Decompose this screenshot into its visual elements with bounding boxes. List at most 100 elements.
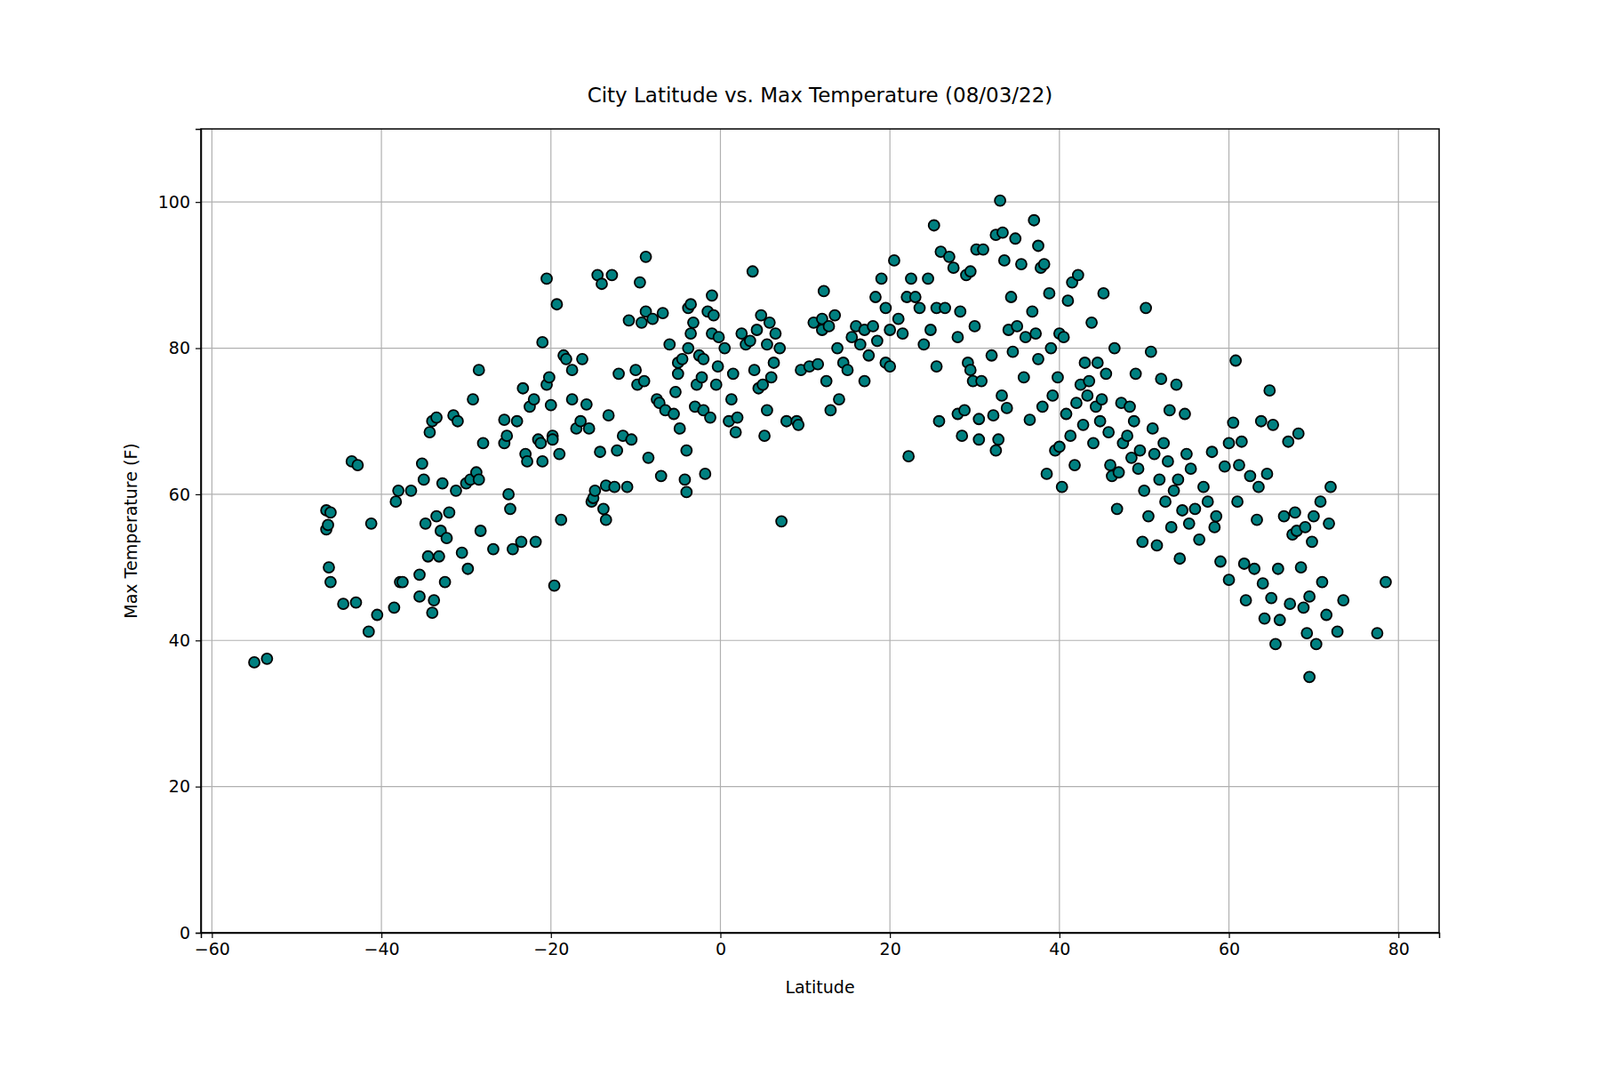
point: [880, 302, 891, 313]
point: [414, 591, 425, 602]
point: [1088, 437, 1099, 448]
point: [914, 302, 926, 313]
point: [977, 244, 989, 256]
point: [405, 485, 416, 496]
point: [1045, 343, 1056, 354]
point: [751, 324, 762, 336]
point: [933, 416, 944, 427]
point: [636, 317, 648, 328]
point: [1267, 419, 1279, 431]
point: [685, 298, 696, 310]
point: [397, 576, 408, 588]
point: [855, 338, 866, 350]
point: [1160, 496, 1171, 507]
point: [437, 478, 448, 489]
grid-line: [200, 347, 1440, 349]
point: [515, 536, 527, 547]
point: [589, 485, 600, 496]
point: [426, 607, 438, 618]
tick-label: 80: [168, 337, 191, 358]
tick-mark: [551, 932, 552, 938]
point: [608, 481, 620, 493]
point: [1259, 613, 1271, 624]
point: [761, 404, 773, 416]
point: [541, 272, 552, 284]
point: [1096, 393, 1108, 405]
point: [824, 320, 835, 332]
frame: [200, 128, 1440, 933]
point: [1062, 295, 1073, 306]
point: [1301, 627, 1312, 639]
grid-line: [200, 785, 1440, 787]
point: [759, 430, 770, 441]
point: [551, 298, 562, 310]
point: [1261, 468, 1272, 480]
point: [261, 653, 272, 664]
point: [704, 412, 716, 424]
point: [1233, 459, 1245, 471]
point: [325, 576, 336, 588]
tick-mark: [195, 494, 201, 496]
tick-label: 20: [880, 938, 902, 959]
point: [473, 364, 485, 376]
point: [530, 536, 542, 547]
point: [1316, 576, 1328, 588]
point: [872, 335, 883, 346]
grid-line: [211, 128, 213, 933]
point: [1124, 400, 1136, 412]
point: [1181, 448, 1192, 460]
point: [517, 383, 528, 394]
point: [1293, 428, 1304, 440]
point: [821, 376, 832, 387]
point: [467, 393, 479, 405]
point: [1304, 671, 1315, 682]
point: [948, 262, 960, 273]
point: [973, 413, 984, 424]
point: [696, 371, 707, 383]
point: [680, 445, 692, 456]
point: [1078, 419, 1089, 431]
point: [600, 514, 612, 526]
point: [433, 551, 445, 562]
point: [1272, 563, 1284, 575]
point: [512, 416, 523, 427]
point: [560, 353, 572, 365]
point: [475, 525, 487, 536]
point: [1069, 459, 1080, 471]
point: [680, 486, 692, 497]
point: [1284, 598, 1296, 609]
point: [640, 251, 652, 263]
point: [870, 291, 881, 303]
point: [456, 547, 468, 559]
point: [547, 433, 559, 445]
point: [1164, 404, 1176, 416]
x-tick: 0: [715, 932, 727, 959]
tick-mark: [889, 932, 891, 938]
point: [1170, 379, 1182, 391]
point: [954, 305, 966, 317]
point: [1224, 574, 1235, 585]
point: [1371, 627, 1383, 639]
point: [1016, 258, 1027, 270]
point: [876, 272, 888, 284]
point: [325, 506, 336, 518]
point: [999, 255, 1010, 266]
point: [488, 544, 499, 555]
point: [896, 328, 908, 339]
point: [925, 324, 936, 336]
point: [639, 376, 650, 387]
point: [352, 459, 363, 471]
grid-line: [889, 128, 891, 933]
point: [536, 336, 548, 348]
point: [994, 195, 1006, 207]
x-tick: −60: [194, 932, 231, 959]
point: [1130, 368, 1142, 379]
point: [918, 338, 929, 350]
point: [1244, 470, 1256, 481]
point: [1296, 561, 1307, 573]
y-tick: 80: [168, 337, 201, 358]
point: [450, 485, 462, 496]
point: [1072, 269, 1084, 280]
point: [672, 368, 684, 379]
chart: −60−40−20020406080020406080100City Latit…: [0, 0, 1600, 1067]
